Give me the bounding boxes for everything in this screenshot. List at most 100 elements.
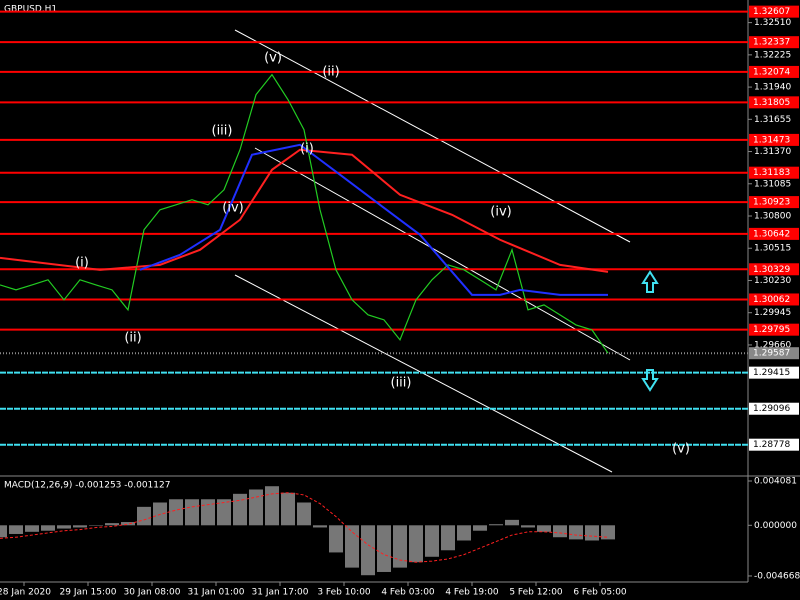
level-label-bg [749, 438, 799, 451]
level-label: 1.32607 [753, 7, 790, 17]
macd-y-tick-label: -0.004668 [754, 571, 800, 581]
y-tick-label: 1.30230 [754, 276, 791, 286]
level-label-bg [749, 323, 799, 336]
macd-bar [0, 525, 7, 538]
level-label-bg [749, 227, 799, 240]
y-tick-label: 1.29945 [754, 308, 791, 318]
macd-bar [537, 525, 551, 532]
level-label: 1.31805 [753, 98, 790, 108]
macd-bar [521, 525, 535, 528]
level-label: 1.29795 [753, 325, 790, 335]
macd-bar [265, 486, 279, 526]
level-label: 1.29096 [753, 404, 790, 414]
level-label: 1.30642 [753, 229, 790, 239]
macd-bar [25, 525, 39, 532]
macd-bar [297, 502, 311, 526]
level-label-bg [749, 166, 799, 179]
macd-bar [185, 499, 199, 526]
macd-bar [121, 522, 135, 526]
wave-label: (i) [75, 256, 89, 271]
level-label: 1.31183 [753, 168, 790, 178]
y-tick-label: 1.29660 [754, 340, 791, 350]
macd-bar [153, 502, 167, 526]
y-tick-label: 1.31940 [754, 83, 791, 93]
macd-bar [489, 524, 503, 526]
wave-label: (ii) [322, 65, 339, 80]
level-label-bg [749, 402, 799, 415]
level-label-bg [749, 366, 799, 379]
macd-y-tick-label: 0.000000 [754, 521, 797, 531]
y-tick-label: 1.32510 [754, 18, 791, 28]
y-tick-label: 1.30800 [754, 212, 791, 222]
macd-bar [505, 519, 519, 526]
macd-y-tick-label: 0.004081 [754, 477, 797, 487]
macd-bar [553, 525, 567, 538]
y-tick-label: 1.31085 [754, 179, 791, 189]
x-tick-label: 29 Jan 15:00 [60, 588, 117, 598]
level-label-bg [749, 36, 799, 49]
macd-bar [393, 525, 407, 568]
level-label: 1.30062 [753, 295, 790, 305]
x-tick-label: 5 Feb 12:00 [509, 588, 563, 598]
macd-bar [281, 492, 295, 526]
macd-bar [473, 525, 487, 531]
macd-bar [441, 525, 455, 551]
macd-bar [329, 525, 343, 553]
macd-bar [41, 525, 55, 531]
up-arrow [641, 270, 659, 293]
x-tick-label: 31 Jan 17:00 [252, 588, 309, 598]
level-label-bg [749, 293, 799, 306]
price-line [139, 143, 608, 296]
wave-label: (i) [300, 142, 314, 157]
level-label-bg [749, 96, 799, 109]
macd-bar [57, 525, 71, 529]
wave-label: (v) [672, 442, 690, 457]
x-tick-label: 3 Feb 10:00 [317, 588, 371, 598]
down-arrow [641, 369, 659, 392]
macd-bar [569, 525, 583, 540]
macd-bar [601, 525, 615, 540]
x-tick-label: 31 Jan 01:00 [188, 588, 245, 598]
level-label: 1.32337 [753, 38, 790, 48]
level-label-bg [749, 133, 799, 146]
x-tick-label: 4 Feb 19:00 [445, 588, 499, 598]
macd-bar [217, 499, 231, 526]
level-label-bg [749, 5, 799, 18]
macd-bar [73, 525, 87, 528]
macd-bar [249, 489, 263, 526]
level-label: 1.30329 [753, 265, 790, 275]
wave-label: (ii) [124, 331, 141, 346]
x-tick-label: 6 Feb 05:00 [573, 588, 627, 598]
arrows [641, 270, 659, 392]
macd-bar [345, 525, 359, 568]
chart-title: GBPUSD,H1 [4, 5, 57, 15]
y-tick-label: 1.30515 [754, 244, 791, 254]
macd-bar [89, 525, 103, 526]
macd-bar [585, 525, 599, 541]
level-label: 1.31473 [753, 135, 790, 145]
macd-bar [425, 525, 439, 557]
level-label: 1.29415 [753, 368, 790, 378]
level-label: 1.29587 [753, 349, 790, 359]
wave-label: (iv) [490, 205, 511, 220]
level-label-bg [749, 65, 799, 78]
channel-line [254, 147, 631, 361]
wave-label: (iii) [212, 124, 233, 139]
macd-bar [9, 525, 23, 534]
channel-line [234, 29, 631, 243]
level-label-bg [749, 263, 799, 276]
wave-label: (v) [264, 51, 282, 66]
macd-bar [457, 525, 471, 541]
macd-bar [361, 525, 375, 576]
y-tick-label: 1.31370 [754, 147, 791, 157]
price-line [0, 73, 609, 354]
x-tick-label: 28 Jan 2020 [0, 588, 51, 598]
macd-bar [233, 493, 247, 526]
level-label-bg [749, 347, 799, 360]
macd-bar [409, 525, 423, 563]
level-label: 1.28778 [753, 440, 790, 450]
macd-bar [313, 525, 327, 528]
macd-bar [105, 523, 119, 526]
macd-bar [169, 499, 183, 526]
